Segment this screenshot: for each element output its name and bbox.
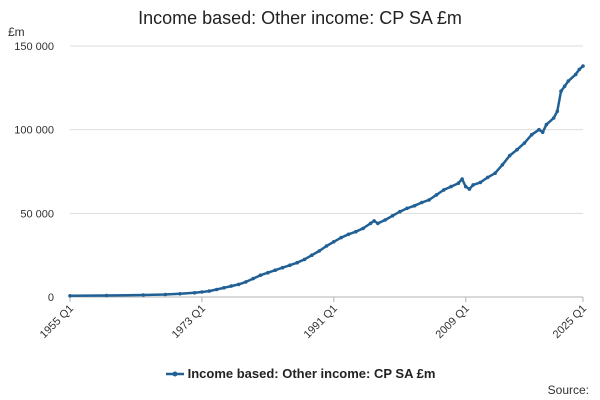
source-label: Source: <box>547 383 589 397</box>
data-point <box>222 286 226 290</box>
data-point <box>310 253 314 257</box>
data-point <box>251 276 255 281</box>
data-point <box>449 184 453 189</box>
data-point <box>427 198 431 202</box>
data-point <box>540 130 545 134</box>
data-point <box>163 292 168 297</box>
chart-title: Income based: Other income: CP SA £m <box>138 8 462 28</box>
data-point <box>420 200 424 205</box>
x-tick-label: 2025 Q1 <box>551 303 589 341</box>
data-point <box>500 163 505 167</box>
data-point <box>551 116 556 120</box>
x-tick-label: 1991 Q1 <box>302 303 340 341</box>
legend-line-marker-icon <box>165 371 184 376</box>
data-point <box>573 72 578 77</box>
data-point <box>434 193 439 197</box>
data-point <box>244 280 248 284</box>
data-point <box>266 270 270 275</box>
series-line <box>69 65 584 298</box>
data-point <box>463 184 468 189</box>
data-point <box>368 221 373 226</box>
data-point <box>354 229 358 234</box>
y-unit-label: £m <box>8 25 25 39</box>
data-point <box>295 260 300 265</box>
data-point <box>236 282 241 287</box>
data-point <box>273 268 278 273</box>
data-point <box>104 293 109 298</box>
y-tick-label: 50 000 <box>20 208 54 220</box>
data-point <box>555 109 560 114</box>
data-point <box>361 226 365 231</box>
data-point <box>376 221 380 226</box>
y-tick-label: 0 <box>48 292 54 304</box>
data-point <box>346 232 351 237</box>
data-point <box>383 218 387 222</box>
legend-label: Income based: Other income: CP SA £m <box>187 366 436 381</box>
data-point <box>332 240 336 244</box>
data-point <box>317 249 322 253</box>
y-tick-label: 150 000 <box>14 41 54 53</box>
x-tick-label: 1973 Q1 <box>170 303 208 341</box>
data-point <box>192 291 197 295</box>
data-point <box>559 89 563 93</box>
data-point <box>141 293 146 297</box>
data-point <box>507 153 512 158</box>
data-point <box>178 292 182 296</box>
data-point <box>288 263 292 268</box>
data-point <box>515 147 519 152</box>
data-point <box>442 188 446 192</box>
data-point <box>405 206 409 211</box>
data-point <box>529 132 534 137</box>
series-layer <box>68 64 585 298</box>
data-point <box>577 67 582 72</box>
y-tick-label: 100 000 <box>14 125 54 137</box>
data-point <box>467 187 472 191</box>
data-point <box>207 289 211 293</box>
data-point <box>412 204 417 208</box>
data-point <box>214 287 219 292</box>
x-axis: 1955 Q1 1973 Q1 1991 Q1 2009 Q1 2025 Q1 <box>38 296 589 341</box>
data-point <box>68 294 72 298</box>
data-point <box>280 265 285 270</box>
data-point <box>339 235 344 240</box>
data-point <box>456 181 461 185</box>
data-point <box>200 290 204 294</box>
data-point <box>390 214 395 218</box>
legend[interactable]: Income based: Other income: CP SA £m <box>0 366 600 382</box>
x-tick-label: 2009 Q1 <box>434 303 472 341</box>
data-point <box>258 273 263 278</box>
data-point <box>581 64 585 68</box>
data-point <box>471 183 475 187</box>
data-point <box>372 219 376 223</box>
y-axis: £m 0 50 000 100 000 150 000 <box>8 25 54 304</box>
data-point <box>302 257 307 262</box>
data-point <box>522 141 527 145</box>
data-point <box>537 127 541 132</box>
data-point <box>460 177 464 181</box>
data-point <box>485 175 490 180</box>
data-point <box>566 79 571 83</box>
legend-item[interactable]: Income based: Other income: CP SA £m <box>165 366 436 381</box>
data-point <box>493 171 497 175</box>
data-point <box>229 284 233 288</box>
data-point <box>562 84 567 88</box>
gridlines <box>70 45 583 214</box>
data-point <box>398 209 402 214</box>
data-point <box>544 122 549 127</box>
data-point <box>324 244 329 248</box>
x-tick-label: 1955 Q1 <box>38 303 76 341</box>
data-point <box>478 180 483 185</box>
